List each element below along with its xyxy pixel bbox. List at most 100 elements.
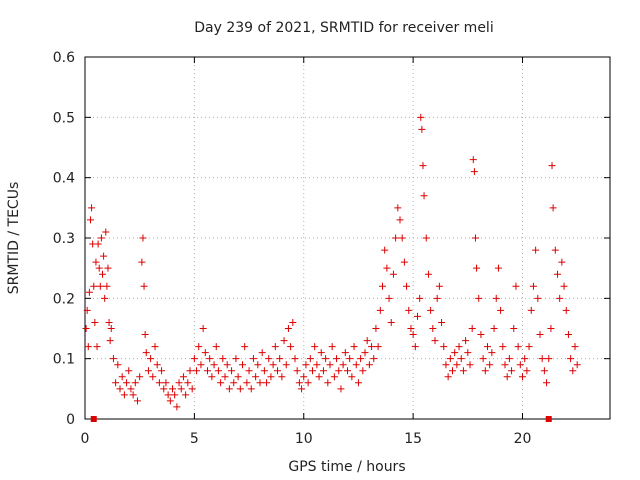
data-point [84, 343, 92, 351]
data-point [409, 331, 417, 339]
data-point [368, 343, 376, 351]
x-tick-label: 0 [81, 431, 90, 447]
data-point [370, 355, 378, 363]
data-point [228, 367, 236, 375]
data-point [346, 355, 354, 363]
data-point [536, 331, 544, 339]
data-point [471, 234, 479, 242]
data-point [206, 355, 214, 363]
data-point [385, 294, 393, 302]
data-point [199, 325, 207, 332]
data-point [315, 373, 323, 381]
data-point [505, 355, 513, 363]
data-point [116, 385, 124, 393]
data-point [162, 379, 170, 387]
data-point [543, 379, 551, 387]
data-point [365, 361, 373, 369]
data-point [284, 325, 292, 332]
data-point [96, 282, 104, 290]
grid [85, 57, 610, 419]
data-point [357, 355, 365, 363]
data-point [302, 361, 310, 369]
data-point [457, 355, 465, 363]
data-point [564, 331, 572, 339]
data-point [431, 337, 439, 345]
data-point [411, 343, 419, 351]
data-point [179, 373, 187, 381]
data-point [469, 156, 477, 164]
data-point [144, 367, 152, 375]
y-tick-label: 0.1 [53, 352, 75, 368]
data-point [317, 349, 325, 357]
data-point [97, 234, 105, 242]
data-point [330, 373, 338, 381]
data-point [501, 361, 509, 369]
data-point [300, 373, 308, 381]
data-point [363, 337, 371, 345]
y-tick-label: 0.6 [53, 50, 75, 66]
data-point [230, 379, 238, 387]
data-point [567, 355, 575, 363]
data-point [118, 373, 126, 381]
data-point [514, 343, 522, 351]
data-point [484, 343, 491, 351]
data-point [219, 355, 227, 363]
data-point [164, 391, 172, 399]
data-point [232, 355, 240, 363]
data-point [153, 361, 161, 369]
data-point [527, 306, 535, 314]
data-point [93, 343, 101, 351]
data-point [186, 367, 194, 375]
data-point [127, 385, 135, 393]
data-point [107, 325, 115, 332]
data-point [540, 367, 548, 375]
data-point [470, 168, 478, 176]
data-point [217, 379, 225, 387]
data-point [120, 391, 128, 399]
data-point [92, 258, 100, 266]
data-point [525, 343, 533, 351]
data-point [258, 349, 266, 357]
data-point [481, 367, 489, 375]
data-point [306, 355, 314, 363]
data-point [123, 379, 131, 387]
data-point [417, 113, 425, 121]
data-point [503, 373, 511, 381]
data-point [573, 361, 581, 369]
y-tick-label: 0.2 [53, 291, 75, 307]
y-axis-label: SRMTID / TECUs [6, 182, 22, 295]
data-point [112, 379, 120, 387]
data-point [512, 282, 520, 290]
data-point [287, 343, 295, 351]
data-point [418, 125, 426, 133]
data-point [333, 355, 341, 363]
data-point [376, 306, 384, 314]
data-point [201, 349, 209, 357]
data-point [142, 349, 150, 357]
data-point [158, 367, 166, 375]
data-point [239, 361, 246, 369]
data-point [560, 282, 568, 290]
data-point [304, 379, 312, 387]
data-point [289, 318, 297, 326]
gap-marker [90, 416, 97, 422]
data-point [208, 373, 216, 381]
x-tick-label: 20 [514, 431, 532, 447]
data-point [309, 367, 316, 375]
data-point [416, 294, 424, 302]
data-point [298, 385, 306, 393]
data-point [569, 367, 577, 375]
data-point [267, 373, 275, 381]
data-point [99, 270, 106, 278]
data-point [214, 367, 222, 375]
data-point [114, 361, 122, 369]
data-point [529, 282, 537, 290]
data-point [105, 318, 113, 326]
data-point [387, 318, 395, 326]
data-point [166, 397, 174, 405]
data-point [177, 385, 185, 393]
data-point [381, 246, 389, 254]
data-point [247, 385, 255, 393]
data-point [407, 325, 415, 332]
data-point [291, 355, 299, 363]
